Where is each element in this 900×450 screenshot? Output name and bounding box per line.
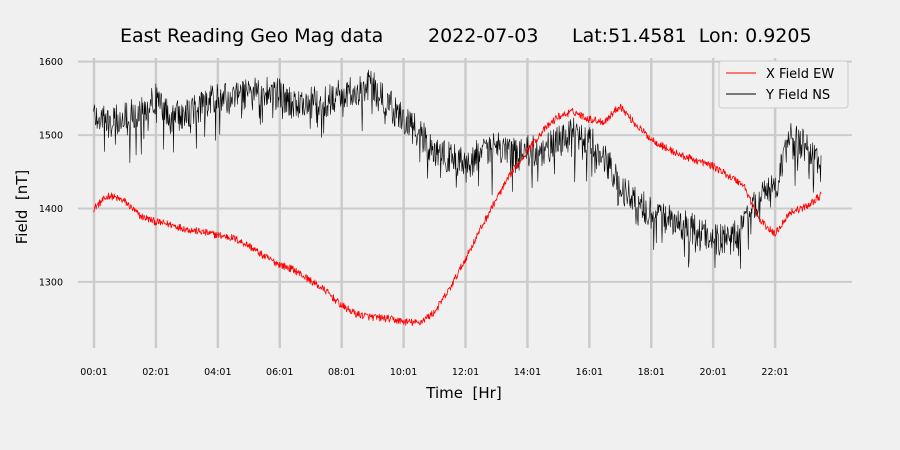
x-tick-labels: 00:01 02:01 04:01 06:01 08:01 10:01 12:01 14:01… <box>80 367 789 378</box>
chart-date: 2022-07-03 <box>428 25 538 47</box>
x-tick-label: 08:01 <box>328 367 355 378</box>
legend-label-x-field: X Field EW <box>766 67 834 82</box>
y-tick-label: 1300 <box>39 277 63 288</box>
y-axis-label: Field [nT] <box>13 170 31 245</box>
y-tick-label: 1600 <box>39 57 63 68</box>
legend-label-y-field: Y Field NS <box>765 88 830 103</box>
y-tick-label: 1500 <box>39 131 63 142</box>
x-tick-label: 12:01 <box>452 367 479 378</box>
x-tick-label: 18:01 <box>638 367 665 378</box>
chart-title: East Reading Geo Mag data <box>120 25 383 47</box>
x-tick-label: 10:01 <box>390 367 417 378</box>
series-layer <box>93 69 822 326</box>
x-axis-label: Time [Hr] <box>425 384 501 402</box>
x-tick-label: 00:01 <box>80 367 107 378</box>
x-tick-label: 14:01 <box>514 367 541 378</box>
series-line-x-field <box>93 103 822 326</box>
x-tick-label: 02:01 <box>142 367 169 378</box>
x-tick-label: 22:01 <box>761 367 788 378</box>
chart-location: Lat:51.4581 Lon: 0.9205 <box>572 25 812 47</box>
x-gridlines <box>92 58 777 348</box>
x-tick-label: 04:01 <box>204 367 231 378</box>
x-tick-label: 06:01 <box>266 367 293 378</box>
x-tick-label: 20:01 <box>700 367 727 378</box>
series-line-y-field <box>93 69 822 269</box>
y-tick-labels: 1300 1400 1500 1600 <box>39 57 63 288</box>
x-tick-label: 16:01 <box>576 367 603 378</box>
y-tick-label: 1400 <box>39 204 63 215</box>
legend: X Field EW Y Field NS <box>718 60 849 109</box>
